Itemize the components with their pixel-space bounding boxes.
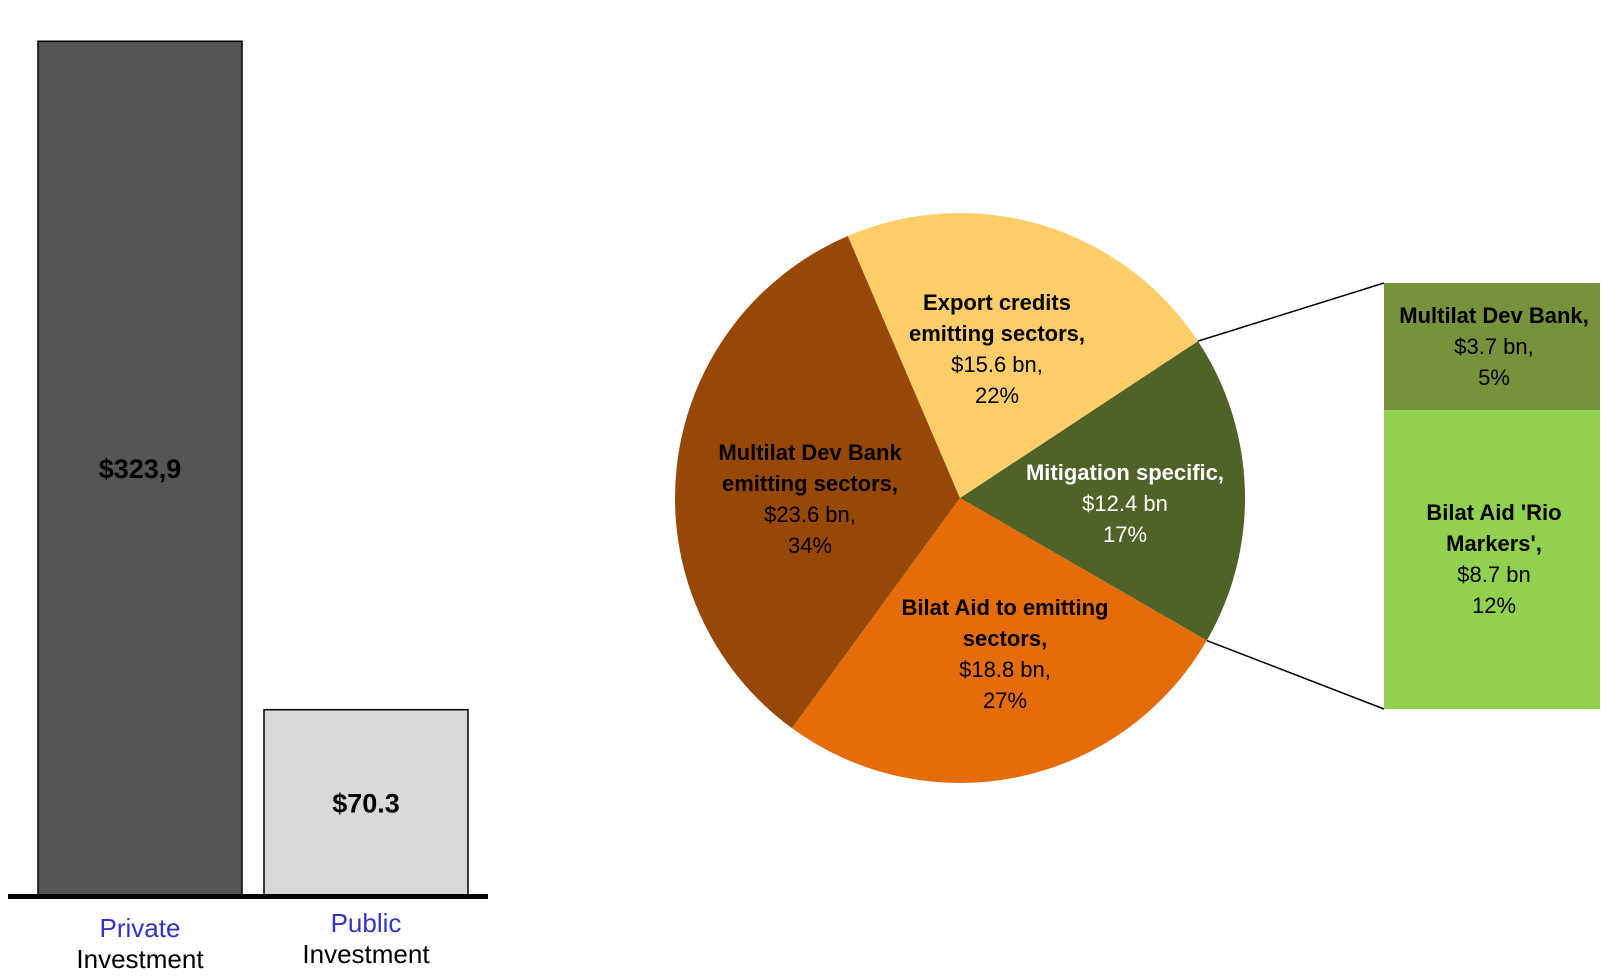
breakout-segment [1384,283,1600,411]
breakout-segment-label: Multilat Dev Bank, $3.7 bn, 5% [1399,303,1588,390]
pie-slice-label: Export credits emitting sectors, $15.6 bn,… [909,290,1085,408]
bar-value-label: $70.3 [332,788,400,818]
bar-category-label: Public Investment [302,908,430,969]
pie-slice-label: Multilat Dev Bank emitting sectors, $23.6 … [718,440,902,558]
pie-slice [960,341,1246,641]
pie-slice [847,212,1198,498]
breakout-bar: Multilat Dev Bank, $3.7 bn, 5% Bilat Aid 'R… [1197,282,1600,710]
breakout-connector-bottom [1206,639,1385,710]
breakout-connector-top [1197,282,1385,342]
bar-public [263,708,469,896]
bar-axis-baseline [8,894,488,899]
pie-slice-label: Mitigation specific, $12.4 bn 17% [1026,460,1224,547]
bar-value-label: $323,9 [99,454,182,484]
bar-category-label: Private Investment [76,913,204,974]
bar-chart: $323,9 Private Investment $70.3 Public Invest… [8,40,488,974]
breakout-segment [1384,410,1600,709]
breakout-segment-label: Bilat Aid 'Rio Markers', $8.7 bn 12% [1426,500,1561,618]
pie-slice [675,235,960,729]
pie-slice [791,498,1207,783]
bar-private [37,40,243,896]
pie-slice-label: Bilat Aid to emitting sectors, $18.8 bn, 27… [902,595,1109,713]
pie-chart: Mitigation specific, $12.4 bn 17% Bilat Aid… [675,212,1246,783]
